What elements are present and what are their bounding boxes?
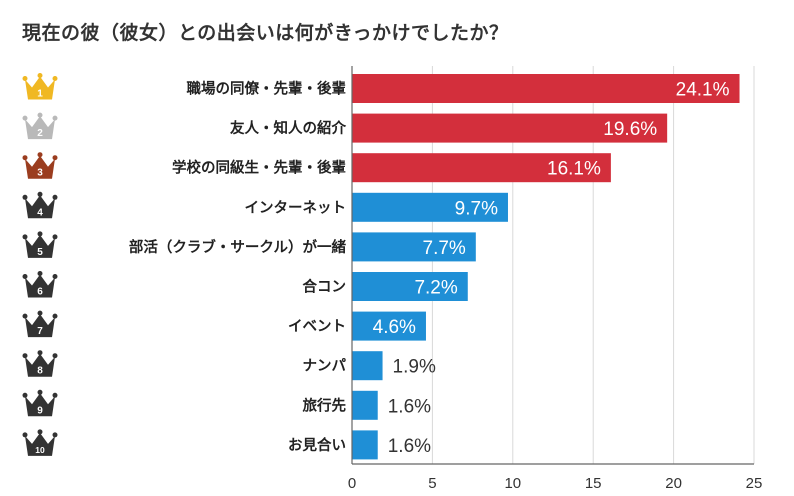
crown-jewel bbox=[22, 313, 28, 319]
crown-jewel bbox=[37, 271, 43, 276]
rank-number: 5 bbox=[37, 247, 43, 258]
value-label: 24.1% bbox=[676, 80, 730, 101]
x-tick-label: 15 bbox=[585, 475, 602, 492]
crown-shape bbox=[25, 274, 55, 298]
category-label: 職場の同僚・先輩・後輩 bbox=[187, 80, 347, 98]
crown-jewel bbox=[22, 194, 28, 200]
bar bbox=[352, 311, 426, 341]
crown-shape bbox=[25, 76, 55, 100]
value-label: 1.6% bbox=[388, 436, 431, 457]
crown-jewel bbox=[52, 392, 58, 398]
category-label: 合コン bbox=[302, 278, 347, 296]
crown-jewel bbox=[37, 310, 43, 316]
value-label: 7.2% bbox=[414, 278, 457, 299]
value-label: 1.9% bbox=[393, 357, 436, 378]
crown-shape bbox=[25, 393, 55, 417]
rank-number: 1 bbox=[37, 89, 43, 100]
category-label: 学校の同級生・先輩・後輩 bbox=[172, 159, 346, 177]
crown-jewel bbox=[22, 392, 28, 398]
crown-jewel bbox=[52, 155, 58, 161]
crown-rank-icon: 2 bbox=[22, 112, 58, 140]
crown-jewel bbox=[22, 353, 28, 359]
value-label: 19.6% bbox=[603, 119, 657, 140]
crown-jewel bbox=[22, 115, 28, 121]
bar bbox=[352, 430, 378, 460]
crown-jewel bbox=[37, 231, 43, 237]
category-label: イベント bbox=[288, 319, 346, 335]
crown-jewel bbox=[22, 76, 28, 81]
crown-jewel bbox=[37, 112, 43, 118]
crown-rank-icon: 5 bbox=[22, 231, 58, 258]
crown-shape bbox=[25, 353, 55, 377]
category-label: 友人・知人の紹介 bbox=[230, 119, 346, 137]
crown-jewel bbox=[52, 76, 58, 81]
rank-number: 9 bbox=[37, 405, 43, 416]
category-label: 部活（クラブ・サークル）が一緒 bbox=[129, 238, 347, 256]
crown-jewel bbox=[52, 194, 58, 200]
x-tick-label: 20 bbox=[665, 475, 682, 492]
crown-shape bbox=[25, 116, 55, 140]
x-tick-label: 5 bbox=[428, 475, 436, 492]
value-label: 16.1% bbox=[547, 159, 601, 180]
crown-rank-icon: 9 bbox=[22, 389, 58, 417]
crown-jewel bbox=[37, 73, 43, 78]
crown-rank-icon: 6 bbox=[22, 271, 58, 298]
bar bbox=[352, 74, 740, 103]
x-tick-label: 10 bbox=[504, 475, 521, 492]
rank-number: 3 bbox=[37, 168, 43, 179]
crown-shape bbox=[25, 155, 55, 179]
crown-shape bbox=[25, 195, 55, 219]
crown-jewel bbox=[52, 313, 58, 319]
rank-number: 2 bbox=[37, 128, 43, 139]
value-label: 4.6% bbox=[373, 317, 416, 338]
category-label: お見合い bbox=[288, 436, 346, 454]
crown-jewel bbox=[37, 350, 43, 356]
category-label: インターネット bbox=[245, 199, 347, 216]
chart-title: 現在の彼（彼女）との出会いは何がきっかけでしたか？ bbox=[22, 22, 509, 44]
bar bbox=[352, 272, 468, 301]
rank-number: 8 bbox=[37, 366, 43, 377]
crown-rank-icon: 3 bbox=[22, 152, 58, 179]
crown-jewel bbox=[52, 432, 58, 438]
value-label: 9.7% bbox=[455, 198, 498, 219]
bar bbox=[352, 351, 383, 381]
crown-jewel bbox=[22, 274, 28, 279]
rank-number: 6 bbox=[37, 287, 43, 298]
bar bbox=[352, 390, 378, 420]
crown-jewel bbox=[52, 234, 58, 240]
crown-rank-icon: 10 bbox=[22, 429, 58, 456]
rank-number: 10 bbox=[35, 445, 45, 455]
crown-jewel bbox=[37, 389, 43, 395]
crown-jewel bbox=[22, 432, 28, 438]
crown-rank-icon: 7 bbox=[22, 310, 58, 338]
bar bbox=[352, 232, 476, 262]
crown-rank-icon: 8 bbox=[22, 350, 58, 377]
value-label: 7.7% bbox=[423, 238, 466, 259]
crown-shape bbox=[25, 432, 55, 456]
crown-jewel bbox=[37, 152, 43, 158]
crown-jewel bbox=[22, 234, 28, 240]
bar bbox=[352, 153, 611, 183]
category-label: 旅行先 bbox=[303, 396, 347, 414]
x-tick-label: 0 bbox=[348, 475, 356, 492]
rank-number: 7 bbox=[37, 326, 43, 337]
rank-number: 4 bbox=[37, 207, 43, 218]
crown-jewel bbox=[52, 353, 58, 359]
bar bbox=[352, 192, 508, 222]
crown-rank-icon: 1 bbox=[22, 73, 58, 100]
x-tick-label: 25 bbox=[746, 475, 763, 492]
crown-rank-icon: 4 bbox=[22, 191, 58, 219]
crown-jewel bbox=[52, 115, 58, 121]
bar bbox=[352, 113, 668, 143]
crown-shape bbox=[25, 314, 55, 338]
crown-shape bbox=[25, 234, 55, 258]
crown-jewel bbox=[37, 429, 43, 435]
category-label: ナンパ bbox=[303, 358, 347, 375]
crown-jewel bbox=[22, 155, 28, 161]
crown-jewel bbox=[37, 191, 43, 197]
crown-jewel bbox=[52, 274, 58, 279]
value-label: 1.6% bbox=[388, 396, 431, 417]
